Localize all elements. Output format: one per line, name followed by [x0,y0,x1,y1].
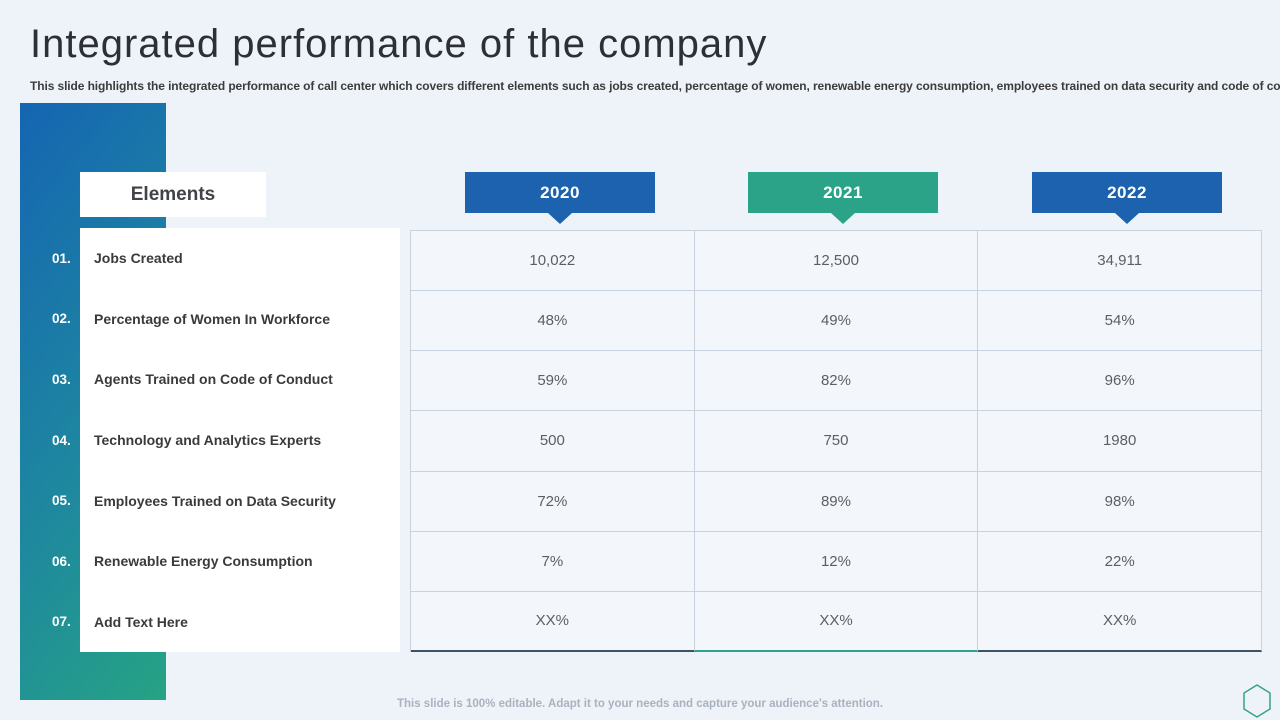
row-label-placeholder[interactable]: Add Text Here [94,613,188,630]
table-cell: 22% [978,531,1262,592]
row-number: 07. [52,614,71,630]
table-cell: 98% [978,471,1262,532]
row-label: Technology and Analytics Experts [94,432,322,449]
element-rows: 01. Jobs Created 02. Percentage of Women… [46,228,400,652]
table-cell: 1980 [978,411,1262,472]
year-header-2020: 2020 [465,172,655,224]
table-cell-placeholder[interactable]: XX% [411,591,695,652]
year-header-2022: 2022 [1032,172,1222,224]
pointer-down-icon [831,213,855,224]
row-label: Jobs Created [94,250,183,267]
table-row: 05. Employees Trained on Data Security [46,470,400,531]
pointer-down-icon [1115,213,1139,224]
row-label: Employees Trained on Data Security [94,492,336,509]
row-label: Renewable Energy Consumption [94,553,313,570]
pointer-down-icon [548,213,572,224]
row-number: 01. [52,250,71,266]
table-cell: 49% [694,291,979,352]
table-cell: 72% [411,471,695,532]
year-label: 2022 [1107,182,1147,202]
table-cell: 34,911 [978,231,1262,292]
year-label: 2020 [540,182,580,202]
table-row: 02. Percentage of Women In Workforce [46,289,400,350]
table-cell: 10,022 [411,231,695,292]
page-title: Integrated performance of the company [30,22,768,66]
hexagon-icon [1242,684,1272,720]
table-cell: 500 [411,411,695,472]
table-cell-placeholder[interactable]: XX% [694,591,979,652]
year-label: 2021 [823,182,863,202]
values-table: 10,022 12,500 34,911 48% 49% 54% 59% 82%… [410,230,1262,652]
page-subtitle: This slide highlights the integrated per… [30,79,1280,93]
table-row: 06. Renewable Energy Consumption [46,531,400,592]
table-cell-placeholder[interactable]: XX% [978,591,1262,652]
table-cell: 54% [978,291,1262,352]
row-label-panel [80,228,400,652]
row-label: Percentage of Women In Workforce [94,310,330,327]
table-row: 04. Technology and Analytics Experts [46,410,400,471]
table-cell: 48% [411,291,695,352]
row-number: 05. [52,493,71,509]
table-cell: 96% [978,351,1262,412]
table-row: 03. Agents Trained on Code of Conduct [46,349,400,410]
row-number: 06. [52,553,71,569]
row-number: 04. [52,432,71,448]
table-cell: 12,500 [694,231,979,292]
row-number: 02. [52,311,71,327]
table-row: 01. Jobs Created [46,228,400,289]
table-cell: 82% [694,351,979,412]
row-label: Agents Trained on Code of Conduct [94,371,333,388]
footer-note: This slide is 100% editable. Adapt it to… [396,698,884,710]
table-cell: 59% [411,351,695,412]
year-header-2021: 2021 [748,172,938,224]
row-number: 03. [52,371,71,387]
table-cell: 750 [694,411,979,472]
elements-header: Elements [80,172,266,217]
table-cell: 7% [411,531,695,592]
table-row: 07. Add Text Here [46,591,400,652]
table-cell: 12% [694,531,979,592]
table-cell: 89% [694,471,979,532]
